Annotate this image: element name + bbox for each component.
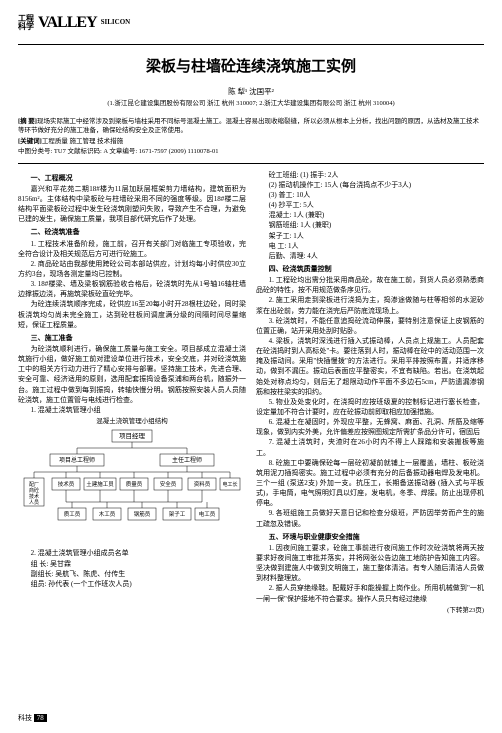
valley-logo: VALLEY bbox=[38, 12, 97, 34]
separator bbox=[18, 163, 484, 164]
svg-text:架子工: 架子工 bbox=[169, 511, 186, 518]
left-column: 一、工程概况 嘉兴和平花苑二期18#楼为11层加跃层框架剪力墙结构，建筑面积为8… bbox=[18, 170, 246, 615]
r7: 架子工: 1人 bbox=[256, 231, 484, 241]
r2: (2) 振动机操作工: 15人 (每台浇捣点不少于3人) bbox=[256, 180, 484, 190]
para-3e: 副组长: 吴航飞、陈虎、付传生 bbox=[18, 569, 246, 579]
para-3f: 组员: 孙代表 (一个工作班次人员) bbox=[18, 579, 246, 589]
abstract-label: [摘 要] bbox=[18, 118, 37, 125]
svg-text:配厂: 配厂 bbox=[29, 482, 39, 488]
svg-text:电工员: 电工员 bbox=[199, 510, 216, 518]
svg-text:电工长: 电工长 bbox=[222, 481, 237, 488]
continued: (下转第23页) bbox=[256, 606, 484, 615]
abstract: [摘 要]现场实际施工中经常涉及到梁板与墙柱采用不同标号混凝土施工。混凝土容易出… bbox=[18, 117, 484, 135]
svg-text:质工员: 质工员 bbox=[64, 510, 81, 518]
para-3a: 为砼浇筑顺利进行，确保施工质量与施工安全。项目部成立混凝土浇筑施行小组，做好施工… bbox=[18, 344, 246, 405]
r19: 1. 因夜间施工要求，砼施工事前进行夜间施工作时次砼浇筑将两天按要求好夜间施工审… bbox=[256, 543, 484, 584]
content-columns: 一、工程概况 嘉兴和平花苑二期18#楼为11层加跃层框架剪力墙结构，建筑面积为8… bbox=[18, 170, 484, 615]
para-2d: 为砼连续浇筑顺序完成，砼供应16至20每小时开28根柱边砼，同时梁板浇筑均匀尚未… bbox=[18, 299, 246, 329]
r6: 钢筋班组: 1人 (兼职) bbox=[256, 220, 484, 230]
hdr-line2: 科学 bbox=[18, 23, 34, 31]
r17: 8. 砼施工中要确保砼每一层砼初凝前就铺上一层覆盖，墙柱、板砼浇筑用泥刀插捣密实… bbox=[256, 458, 484, 509]
r18: 9. 各班组施工员做好天意日记和检查分级班，严防因举劳而产生的施工疏忽及错误。 bbox=[256, 508, 484, 528]
r20: 2. 振人员穿绝缘鞋。配戴好手和能操握上岗作业。所用机械做到"一机一闸一保"保护… bbox=[256, 583, 484, 603]
r8: 电 工: 1人 bbox=[256, 241, 484, 251]
r5: 混凝土: 1人 (兼职) bbox=[256, 210, 484, 220]
authors: 陈 犁¹ 沈国平² bbox=[18, 87, 484, 97]
svg-text:技术: 技术 bbox=[29, 493, 39, 500]
para-2c: 3. 18#楼梁、墙及梁板钢筋验收合格后，砼浇筑时先从1号轴16轴柱墙边撑振边浇… bbox=[18, 279, 246, 299]
svg-text:木工员: 木工员 bbox=[99, 510, 116, 518]
abstract-text: 现场实际施工中经常涉及到梁板与墙柱采用不同标号混凝土施工。混凝土容易出现收缩裂缝… bbox=[18, 118, 479, 134]
svg-text:资料员: 资料员 bbox=[194, 480, 211, 488]
classification: 中图分类号: TU7 文献标识码: A 文章编号: 1671-7597 (200… bbox=[18, 148, 484, 157]
keywords: [关键词]工程质量 施工管理 技术措施 bbox=[18, 137, 484, 146]
section-1: 一、工程概况 bbox=[18, 173, 246, 183]
r9: 后勤、清理: 4人 bbox=[256, 251, 484, 261]
r14: 5. 物业及处变化时，在浇捣时应按班级夏的控制标记进行塞长检查，设定量加不符合计… bbox=[256, 397, 484, 417]
org-chart: 项目经理 项目总工程师 主任工程师 配厂商砼技术人员 技术员 土建施工员 质量员… bbox=[22, 428, 242, 548]
para-3c: 2. 混凝土浇筑管理小组成员名单 bbox=[18, 548, 246, 558]
svg-text:商砼: 商砼 bbox=[29, 487, 39, 494]
r12: 3. 砼浇筑时，不能任意追捣砼流动伸展，要特别注意保证上皮钢筋的位置正确，站开采… bbox=[256, 316, 484, 336]
para-1a: 嘉兴和平花苑二期18#楼为11层加跃层框架剪力墙结构，建筑面积为8156m²。主… bbox=[18, 184, 246, 225]
svg-text:质量员: 质量员 bbox=[126, 480, 143, 488]
r11: 2. 施工采用走到梁板进行浇捣为主，捣渗途做随与柱等相邻的水泥砂浆在出砼前，劳力… bbox=[256, 295, 484, 315]
r3: (3) 普工: 10人 bbox=[256, 190, 484, 200]
right-column: 砼工班组: (1) 振手: 2人 (2) 振动机操作工: 15人 (每台浇捣点不… bbox=[256, 170, 484, 615]
node-l2a: 项目总工程师 bbox=[59, 456, 95, 464]
affiliations: (1.浙江昆仑建设集团股份有限公司 浙江 杭州 310007; 2.浙江大华建设… bbox=[18, 100, 484, 109]
svg-text:技术员: 技术员 bbox=[58, 480, 75, 488]
article-title: 梁板与柱墙砼连续浇筑施工实例 bbox=[18, 57, 484, 77]
header-rule bbox=[18, 44, 484, 45]
para-3b: 1. 混凝土浇筑管理小组 bbox=[18, 405, 246, 415]
page-header: 工程 科学 VALLEY SILICON bbox=[18, 12, 484, 34]
keywords-text: 工程质量 施工管理 技术措施 bbox=[42, 138, 123, 145]
page-footer: 科技 78 bbox=[18, 714, 47, 723]
silicon-text: SILICON bbox=[101, 18, 131, 27]
keywords-label: [关键词] bbox=[18, 138, 42, 145]
section-2: 二、砼浇筑准备 bbox=[18, 227, 246, 237]
para-2b: 2. 商品砼站由我部使用跨砼公司本部站供应，计划均每小时供应30立方约3台，现场… bbox=[18, 259, 246, 279]
node-l2b: 主任工程师 bbox=[172, 456, 202, 464]
node-top: 项目经理 bbox=[119, 431, 146, 440]
page-number: 78 bbox=[34, 714, 47, 722]
r16: 7. 混凝土浇筑时，夹渣时在26小时内不得上人踩踏和安装搬板等施工。 bbox=[256, 437, 484, 457]
para-2a: 1. 工程技术准备阶段，施工前，召开有关部门对临施工专项验收，完全符合设计及相关… bbox=[18, 239, 246, 259]
para-3d: 组 长: 吴甘霖 bbox=[18, 559, 246, 569]
svg-text:钢筋员: 钢筋员 bbox=[134, 510, 151, 518]
r15: 6. 混凝土在凝固时，外现应平整，无蜂窝、麻面、孔洞、所筋及缩等现象，做到内实外… bbox=[256, 417, 484, 437]
section-5: 五、环境与职业健康安全措施 bbox=[256, 532, 484, 542]
r4: (4) 抄平工: 5人 bbox=[256, 200, 484, 210]
svg-text:安全员: 安全员 bbox=[160, 480, 177, 488]
section-3: 三、施工准备 bbox=[18, 333, 246, 343]
r1: 砼工班组: (1) 振手: 2人 bbox=[256, 170, 484, 180]
svg-text:土建施工员: 土建施工员 bbox=[86, 480, 114, 488]
section-4: 四、砼浇筑质量控制 bbox=[256, 264, 484, 274]
header-left: 工程 科学 bbox=[18, 15, 34, 31]
svg-text:人员: 人员 bbox=[29, 500, 39, 506]
r10: 1. 工程砼均出需分批采用商品砼，故在施工前，到货人员必须熟悉商品砼的特性，按不… bbox=[256, 275, 484, 295]
chart-title: 混凝土浇筑管理小组结构 bbox=[18, 417, 246, 426]
r13: 4. 梁板，浇筑时深浅进行插入式振动棒，人员点上规施工。人员配套在砼浇捣时到人高… bbox=[256, 336, 484, 397]
